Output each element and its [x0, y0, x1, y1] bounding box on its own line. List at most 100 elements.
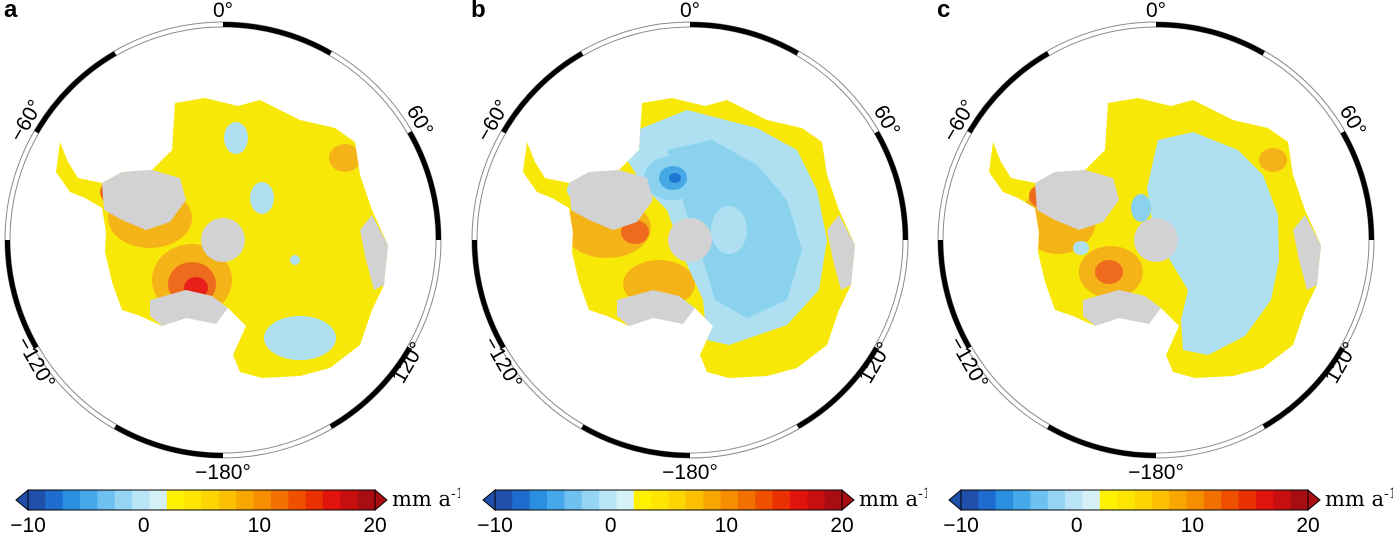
colorbar-a: −10 0 10 20 mm a-1 — [10, 486, 460, 537]
colorbar-extend-high — [1307, 488, 1321, 512]
colorbar-bin — [633, 490, 652, 510]
colorbar-bin — [1238, 490, 1257, 510]
colorbar-bin — [1203, 490, 1222, 510]
colorbar-tick-label: 20 — [1296, 514, 1319, 537]
colorbar-bin — [564, 490, 583, 510]
colorbar-bin — [1186, 490, 1205, 510]
colorbar-bin — [218, 490, 237, 510]
colorbar-unit-label: mm a-1 — [1325, 486, 1393, 511]
colorbar-bin — [995, 490, 1014, 510]
colorbar-b: −10 0 10 20 mm a-1 — [477, 486, 927, 537]
pole-hole — [1134, 218, 1178, 262]
lon-label-0: 0° — [213, 0, 233, 22]
colorbar-bin — [288, 490, 307, 510]
colorbar-bin — [322, 490, 341, 510]
colorbar-bin — [1221, 490, 1240, 510]
colorbar-extend-low — [15, 488, 29, 512]
pole-hole — [668, 218, 712, 262]
lon-label-minus-180: −180° — [1128, 461, 1184, 480]
colorbar-bin — [737, 490, 756, 510]
colorbar-bin — [1117, 490, 1135, 510]
colorbar-bin — [1065, 490, 1083, 510]
colorbar-bin — [132, 490, 150, 510]
colorbar-bin — [45, 490, 64, 510]
panel-label-c: c — [937, 0, 951, 23]
colorbar-extend-low — [482, 488, 496, 512]
polar-map-c: 0°−180°−60° 60°−120° 120° — [937, 0, 1375, 480]
colorbar-bin — [1169, 490, 1188, 510]
colorbar-tick-label: 0 — [138, 514, 150, 537]
colorbar-bin — [720, 490, 739, 510]
colorbar-bins — [495, 490, 843, 510]
colorbar-bin — [253, 490, 272, 510]
colorbar-tick-label: −10 — [943, 514, 979, 537]
colorbar-bin — [80, 490, 98, 510]
colorbar-bin — [166, 490, 185, 510]
colorbar-bin — [1151, 490, 1170, 510]
colorbar-bin — [529, 490, 548, 510]
colorbar-bin — [807, 490, 826, 510]
colorbar-tick-label: −10 — [477, 514, 513, 537]
colorbar-tick-label: 10 — [1181, 514, 1204, 537]
pole-hole — [201, 218, 245, 262]
colorbar-bin — [62, 490, 81, 510]
lon-label-0: 0° — [680, 0, 700, 22]
colorbar-unit-label: mm a-1 — [859, 486, 927, 511]
antarctica-field — [989, 98, 1321, 378]
polar-map-b: 0°−180°−60° 60°−120° 120° — [471, 0, 909, 480]
colorbar-bin — [305, 490, 324, 510]
colorbar-bin — [1030, 490, 1049, 510]
colorbar-bin — [547, 490, 565, 510]
colorbar-bin — [1134, 490, 1153, 510]
colorbar-bin — [1255, 490, 1274, 510]
colorbar-bin — [581, 490, 600, 510]
lon-label-minus-180: −180° — [195, 461, 251, 480]
colorbar-bin — [616, 490, 635, 510]
colorbar-bin — [340, 490, 359, 510]
colorbar-bin — [114, 490, 133, 510]
colorbar-bin — [1099, 490, 1118, 510]
colorbar-bin — [1047, 490, 1066, 510]
colorbar-unit-label: mm a-1 — [392, 486, 460, 511]
colorbar-bin — [149, 490, 168, 510]
colorbar-bin — [1290, 490, 1309, 510]
colorbar-extend-low — [948, 488, 962, 512]
colorbar-tick-label: 20 — [363, 514, 386, 537]
colorbar-bin — [703, 490, 722, 510]
colorbar-bin — [236, 490, 255, 510]
colorbar-bins — [28, 490, 376, 510]
colorbar-bin — [357, 490, 376, 510]
lon-label-minus-180: −180° — [662, 461, 718, 480]
colorbar-bin — [97, 490, 116, 510]
colorbar-tick-label: 0 — [605, 514, 617, 537]
colorbar-bin — [668, 490, 687, 510]
colorbar-bin — [28, 490, 46, 510]
colorbar-bin — [599, 490, 617, 510]
colorbar-bin — [755, 490, 774, 510]
panel-label-b: b — [471, 0, 486, 23]
colorbar-bin — [978, 490, 997, 510]
colorbar-tick-label: 10 — [248, 514, 271, 537]
colorbar-bin — [789, 490, 808, 510]
colorbar-tick-label: 10 — [715, 514, 738, 537]
antarctica-field — [56, 98, 388, 378]
colorbar-bin — [824, 490, 843, 510]
panel-label-a: a — [4, 0, 18, 23]
colorbar-bin — [1273, 490, 1292, 510]
colorbar-extend-high — [841, 488, 855, 512]
colorbar-bin — [512, 490, 531, 510]
colorbar-bin — [184, 490, 202, 510]
colorbar-bins — [961, 490, 1309, 510]
colorbar-extend-high — [374, 488, 388, 512]
colorbar-tick-label: 20 — [830, 514, 853, 537]
colorbar-bin — [270, 490, 289, 510]
antarctica-field — [523, 98, 855, 378]
colorbar-bin — [961, 490, 979, 510]
colorbar-bin — [495, 490, 513, 510]
colorbar-bin — [1082, 490, 1101, 510]
colorbar-c: −10 0 10 20 mm a-1 — [943, 486, 1393, 537]
colorbar-bin — [685, 490, 704, 510]
